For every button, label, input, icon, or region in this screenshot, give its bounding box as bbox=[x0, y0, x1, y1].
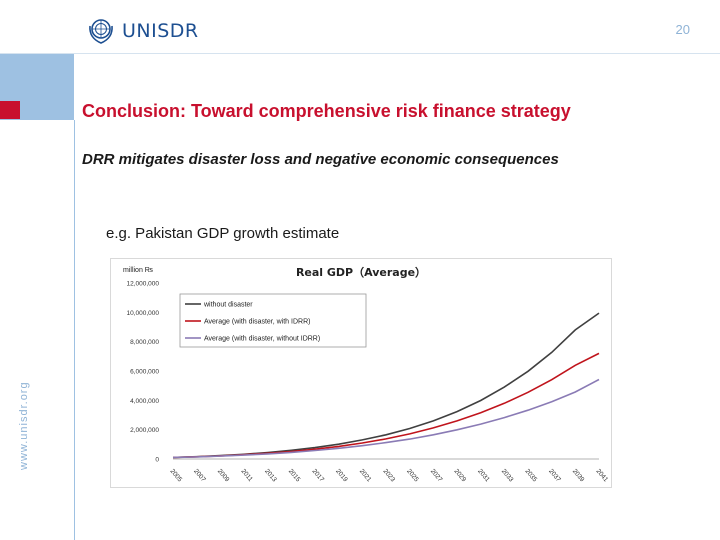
x-tick-label: 2013 bbox=[263, 468, 278, 484]
example-caption: e.g. Pakistan GDP growth estimate bbox=[106, 225, 340, 242]
legend-label: Average (with disaster, with IDRR) bbox=[204, 319, 310, 326]
y-tick-label: 6,000,000 bbox=[130, 369, 159, 376]
legend-box bbox=[179, 293, 367, 348]
unisdr-logo: UNISDR bbox=[86, 16, 199, 46]
x-tick-label: 2025 bbox=[405, 468, 420, 484]
y-tick-label: 10,000,000 bbox=[126, 310, 159, 317]
x-tick-label: 2017 bbox=[310, 468, 325, 484]
y-tick-label: 2,000,000 bbox=[130, 427, 159, 434]
header-divider bbox=[0, 53, 720, 54]
x-tick-label: 2037 bbox=[547, 468, 562, 484]
x-tick-label: 2005 bbox=[168, 468, 183, 484]
x-tick-label: 2021 bbox=[358, 468, 373, 484]
y-tick-label: 4,000,000 bbox=[130, 398, 159, 405]
series-line-3 bbox=[172, 378, 600, 459]
gdp-line-chart: Real GDP（Average） million ₨ 0 2,000,000 4,00… bbox=[123, 266, 609, 484]
slide-title: Conclusion: Toward comprehensive risk fi… bbox=[82, 101, 571, 121]
x-tick-label: 2027 bbox=[429, 468, 444, 484]
x-tick-label: 2009 bbox=[216, 468, 231, 484]
un-emblem-icon bbox=[89, 19, 113, 44]
chart-title: Real GDP（Average） bbox=[296, 266, 426, 279]
page-number: 20 bbox=[675, 22, 690, 37]
x-tick-label: 2031 bbox=[476, 468, 491, 484]
x-tick-label: 2039 bbox=[571, 468, 586, 484]
x-tick-label: 2041 bbox=[594, 468, 609, 484]
x-tick-label: 2023 bbox=[381, 468, 396, 484]
side-red-marker bbox=[0, 101, 20, 119]
unit-label: million ₨ bbox=[123, 267, 153, 274]
y-tick-label: 12,000,000 bbox=[126, 281, 159, 288]
x-tick-label: 2015 bbox=[287, 468, 302, 484]
x-tick-label: 2019 bbox=[334, 468, 349, 484]
logo-text: UNISDR bbox=[122, 20, 199, 42]
slide-subtitle: DRR mitigates disaster loss and negative… bbox=[82, 151, 559, 168]
chart-frame: Real GDP（Average） million ₨ 0 2,000,000 4,00… bbox=[110, 258, 612, 488]
x-tick-label: 2033 bbox=[500, 468, 515, 484]
x-tick-label: 2029 bbox=[452, 468, 467, 484]
x-tick-label: 2007 bbox=[192, 468, 207, 484]
y-tick-label: 0 bbox=[155, 457, 159, 464]
x-tick-label: 2011 bbox=[239, 468, 254, 484]
side-url-text: www.unisdr.org bbox=[18, 381, 30, 470]
y-tick-label: 8,000,000 bbox=[130, 339, 159, 346]
legend-label: without disaster bbox=[203, 302, 253, 309]
header-bar bbox=[0, 0, 720, 54]
side-divider-line bbox=[74, 120, 75, 540]
x-tick-label: 2035 bbox=[523, 468, 538, 484]
legend-label: Average (with disaster, without IDRR) bbox=[204, 336, 320, 343]
